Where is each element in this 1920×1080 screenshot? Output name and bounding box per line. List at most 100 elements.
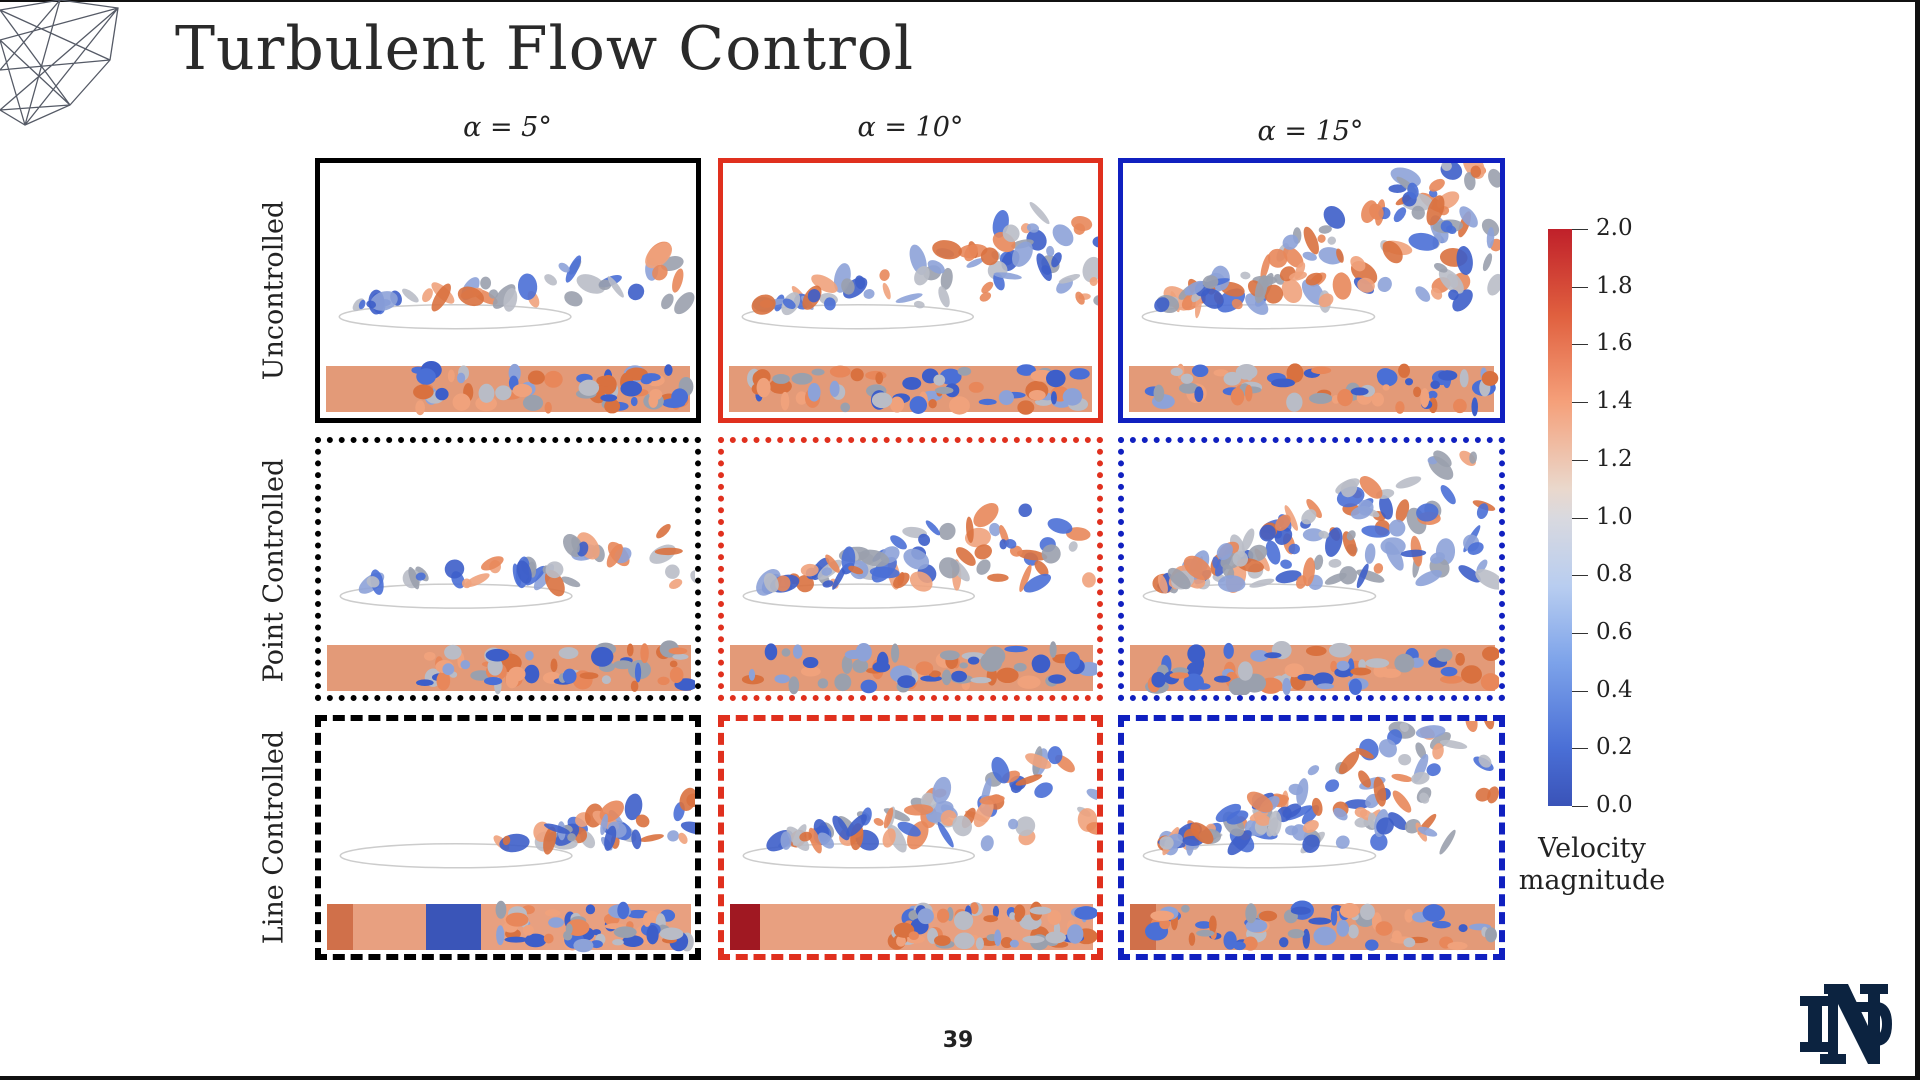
colorbar-tick [1572, 286, 1588, 288]
vortex-structure [939, 368, 962, 385]
vortex-structure [973, 800, 994, 828]
simulation-panel-uncontrolled-5deg [315, 158, 701, 423]
vortex-structure [495, 900, 507, 919]
vortex-structure [1223, 642, 1234, 659]
simulation-panel-point-controlled-15deg [1118, 437, 1505, 701]
vortex-structure [1016, 364, 1036, 376]
vortex-structure [1306, 498, 1322, 519]
vortex-structure [690, 570, 695, 585]
vortex-structure [1301, 509, 1317, 525]
vortex-structure [908, 931, 919, 940]
vortex-structure [416, 679, 434, 687]
vortex-structure [561, 576, 581, 588]
vortex-structure [879, 269, 890, 281]
vortex-structure [834, 673, 852, 692]
vortex-structure [484, 676, 503, 686]
vortex-structure [1394, 653, 1415, 673]
vortex-structure [416, 368, 436, 385]
vortex-structure [1231, 298, 1243, 310]
vortex-structure [635, 814, 650, 828]
vortex-structure [1264, 284, 1284, 304]
vortex-structure [1350, 255, 1366, 272]
vortex-structure [941, 669, 952, 686]
vortex-structure [1275, 570, 1302, 584]
vortex-structure [512, 383, 533, 398]
vortex-structure [1157, 574, 1168, 594]
vortex-structure [543, 826, 557, 855]
vortex-structure [1202, 275, 1219, 289]
vortex-structure [656, 523, 671, 539]
vortex-structure [1191, 364, 1209, 378]
simulation-panel-line-controlled-15deg [1118, 715, 1505, 960]
vortex-structure [852, 658, 869, 673]
vortex-structure [613, 660, 634, 670]
vortex-structure [934, 386, 954, 395]
vortex-structure [1008, 818, 1019, 830]
vortex-structure [1093, 295, 1098, 306]
vortex-structure [936, 908, 950, 923]
vortex-structure [978, 398, 997, 406]
vortex-structure [1339, 566, 1357, 585]
vortex-structure [1082, 572, 1096, 588]
vortex-structure [523, 664, 540, 684]
vortex-structure [415, 572, 426, 581]
vortex-structure [1426, 763, 1441, 777]
vortex-structure [1086, 788, 1097, 801]
vortex-structure [1282, 234, 1299, 250]
colorbar-tick [1572, 632, 1588, 634]
vortex-structure [607, 276, 624, 298]
vortex-structure [1058, 274, 1081, 284]
vortex-structure [897, 675, 916, 689]
vortex-structure [1357, 277, 1375, 293]
row-label-point-controlled: Point Controlled [258, 458, 290, 683]
vortex-structure [1213, 369, 1229, 377]
vortex-structure [1391, 773, 1413, 782]
vortex-structure [829, 365, 851, 378]
vortex-structure [596, 375, 616, 387]
vortex-structure [601, 675, 612, 685]
vortex-structure [983, 915, 999, 923]
vortex-structure [903, 804, 934, 816]
vortex-structure [1208, 915, 1217, 934]
vortex-structure [422, 288, 433, 303]
vortex-structure [442, 663, 455, 676]
vortex-structure [1015, 816, 1036, 837]
vortex-structure [640, 643, 649, 664]
vortex-structure [832, 815, 850, 841]
vortex-structure [1471, 397, 1478, 417]
column-header-alpha-5: α = 5° [463, 112, 552, 143]
vortex-structure [517, 273, 538, 300]
vortex-structure [576, 274, 606, 294]
vortex-structure [1241, 528, 1255, 552]
vortex-structure [578, 379, 600, 396]
vortex-structure [1246, 791, 1273, 813]
vortex-structure [1400, 549, 1427, 558]
vortex-structure [1302, 820, 1319, 833]
simulation-panel-uncontrolled-15deg [1118, 158, 1505, 423]
vortex-structure [848, 565, 864, 575]
vortex-structure [822, 580, 834, 588]
vortex-structure [1481, 370, 1499, 386]
vortex-structure [1183, 555, 1212, 581]
vortex-structure [957, 366, 972, 376]
vortex-structure [591, 646, 614, 667]
vortex-structure [1235, 364, 1258, 380]
vortex-structure [522, 924, 534, 936]
vortex-structure [1004, 645, 1028, 653]
vortex-structure [1420, 388, 1430, 408]
vortex-structure [1432, 743, 1444, 760]
vortex-structure [1388, 519, 1406, 537]
colorbar-title-line2: magnitude [1518, 865, 1666, 896]
vortex-structure [795, 391, 808, 405]
vortex-structure [796, 574, 814, 593]
vortex-structure [656, 917, 663, 926]
vortex-structure [436, 671, 451, 691]
vortex-structure [1325, 527, 1343, 557]
vortex-structure [558, 647, 579, 659]
vortex-structure [431, 283, 451, 312]
vortex-structure [1318, 225, 1332, 234]
vortex-structure [775, 575, 791, 592]
vortex-structure [1482, 253, 1493, 272]
vortex-structure [1470, 165, 1482, 178]
vortex-structure [1254, 275, 1268, 304]
